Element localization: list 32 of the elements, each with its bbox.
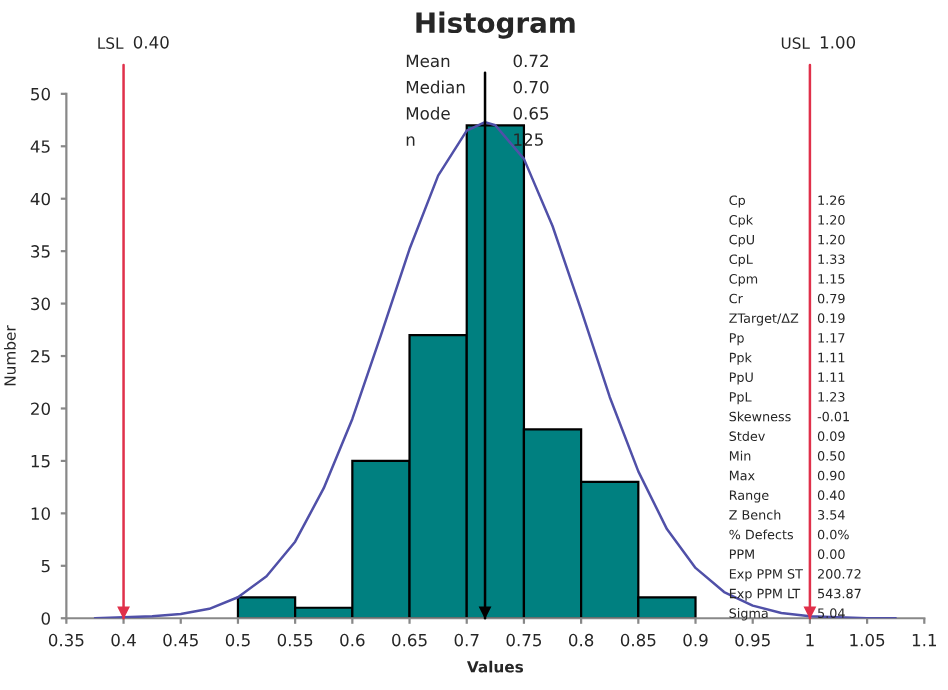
x-tick-label: 1 — [806, 634, 814, 647]
y-tick-label: 5 — [41, 559, 50, 573]
x-tick-label: 1.1 — [912, 634, 937, 647]
text: Median 0.70 — [406, 80, 549, 94]
text: Mean 0.72 — [406, 54, 548, 68]
x-tick-label: 0.9 — [683, 633, 708, 647]
x-tick-label: 0.5 — [225, 633, 250, 647]
y-tick-label: 50 — [31, 87, 50, 101]
y-tick-label: 15 — [31, 455, 50, 468]
y-tick-label: 0 — [41, 612, 50, 625]
line-series — [93, 120, 897, 619]
x-tick-label: 0.6 — [340, 633, 365, 647]
x-tick-label: 0.65 — [392, 633, 427, 647]
x-tick-label: 0.4 — [111, 633, 136, 647]
y-tick-label: 25 — [31, 350, 50, 363]
y-tick-label: 10 — [31, 507, 50, 520]
y-tick-label: 40 — [30, 192, 50, 206]
x-tick-label: 0.45 — [163, 633, 198, 647]
text: Mode 0.65 — [406, 106, 549, 120]
chart-title: Histogram — [416, 11, 575, 39]
x-tick-label: 0.7 — [454, 633, 479, 647]
y-tick-label: 20 — [31, 402, 50, 416]
x-tick-label: 0.35 — [48, 633, 84, 647]
x-tick-label: 0.55 — [277, 633, 313, 647]
x-tick-label: 0.75 — [506, 633, 542, 647]
x-tick-label: 1.05 — [850, 633, 885, 647]
x-tick-label: 0.85 — [620, 633, 656, 647]
y-tick-label: 30 — [31, 297, 50, 311]
y-tick-label: 35 — [31, 245, 50, 258]
y-tick-label: 45 — [30, 140, 50, 153]
x-tick-label: 0.8 — [568, 633, 594, 647]
x-tick-label: 0.95 — [735, 633, 770, 647]
